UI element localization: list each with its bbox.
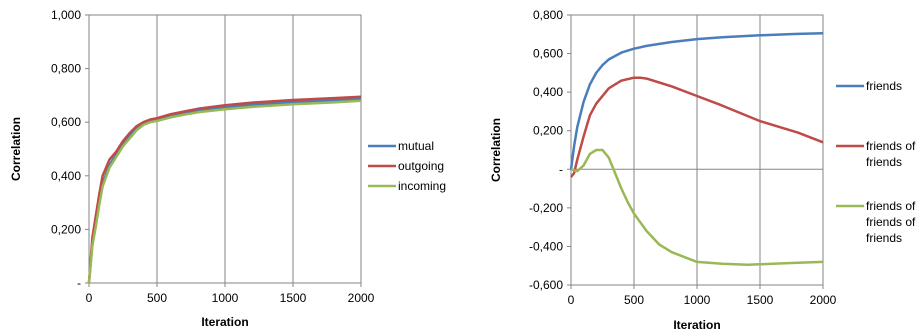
x-tick-label: 500 bbox=[147, 291, 167, 305]
chart-left: - 0,200 0,400 0,600 0,800 1,000 0 500 1000 1500 20… bbox=[9, 8, 446, 329]
y-tick-label: 1,000 bbox=[51, 8, 81, 22]
y-axis-title: Correlation bbox=[9, 117, 23, 181]
y-tick-label: 0,600 bbox=[533, 47, 563, 61]
series-line-1 bbox=[569, 32, 824, 170]
legend-label: outgoing bbox=[398, 159, 444, 173]
y-tick-label: 0,400 bbox=[533, 85, 563, 99]
y-tick-label: - bbox=[77, 276, 81, 290]
x-tick-label: 2000 bbox=[348, 291, 375, 305]
series-line-3 bbox=[87, 99, 362, 284]
x-tick-label: 0 bbox=[568, 293, 575, 307]
y-tick-label: 0,800 bbox=[533, 8, 563, 22]
y-tick-label: 0,200 bbox=[51, 222, 81, 236]
y-tick-label: 0,800 bbox=[51, 62, 81, 76]
x-tick-label: 0 bbox=[86, 291, 93, 305]
x-tick-label: 1000 bbox=[212, 291, 239, 305]
y-tick-label: - bbox=[559, 162, 563, 176]
y-tick-label: 0,400 bbox=[51, 169, 81, 183]
x-tick-label: 1500 bbox=[280, 291, 307, 305]
x-tick-label: 500 bbox=[624, 293, 644, 307]
x-axis-title: Iteration bbox=[673, 318, 720, 332]
x-tick-label: 1000 bbox=[684, 293, 711, 307]
y-tick-label: 0,200 bbox=[533, 124, 563, 138]
x-axis-title: Iteration bbox=[201, 315, 248, 329]
legend-label: incoming bbox=[398, 179, 446, 193]
legend-label: friends of friends bbox=[866, 139, 916, 169]
y-axis-title: Correlation bbox=[489, 118, 503, 182]
y-tick-label: -0,200 bbox=[529, 201, 563, 215]
x-tick-label: 1500 bbox=[747, 293, 774, 307]
x-tick-label: 2000 bbox=[810, 293, 837, 307]
y-tick-label: 0,600 bbox=[51, 115, 81, 129]
series-line-3 bbox=[570, 148, 824, 267]
y-tick-label: -0,600 bbox=[529, 278, 563, 292]
legend-label: friends of friends of friends bbox=[866, 199, 916, 245]
series-line-2 bbox=[570, 76, 824, 178]
y-tick-label: -0,400 bbox=[529, 239, 563, 253]
legend-label: friends bbox=[866, 79, 902, 93]
chart-right: -0,600-0,400-0,200-0,2000,4000,6000,8000… bbox=[489, 8, 916, 332]
legend-label: mutual bbox=[398, 139, 434, 153]
series-line-2 bbox=[87, 95, 362, 284]
